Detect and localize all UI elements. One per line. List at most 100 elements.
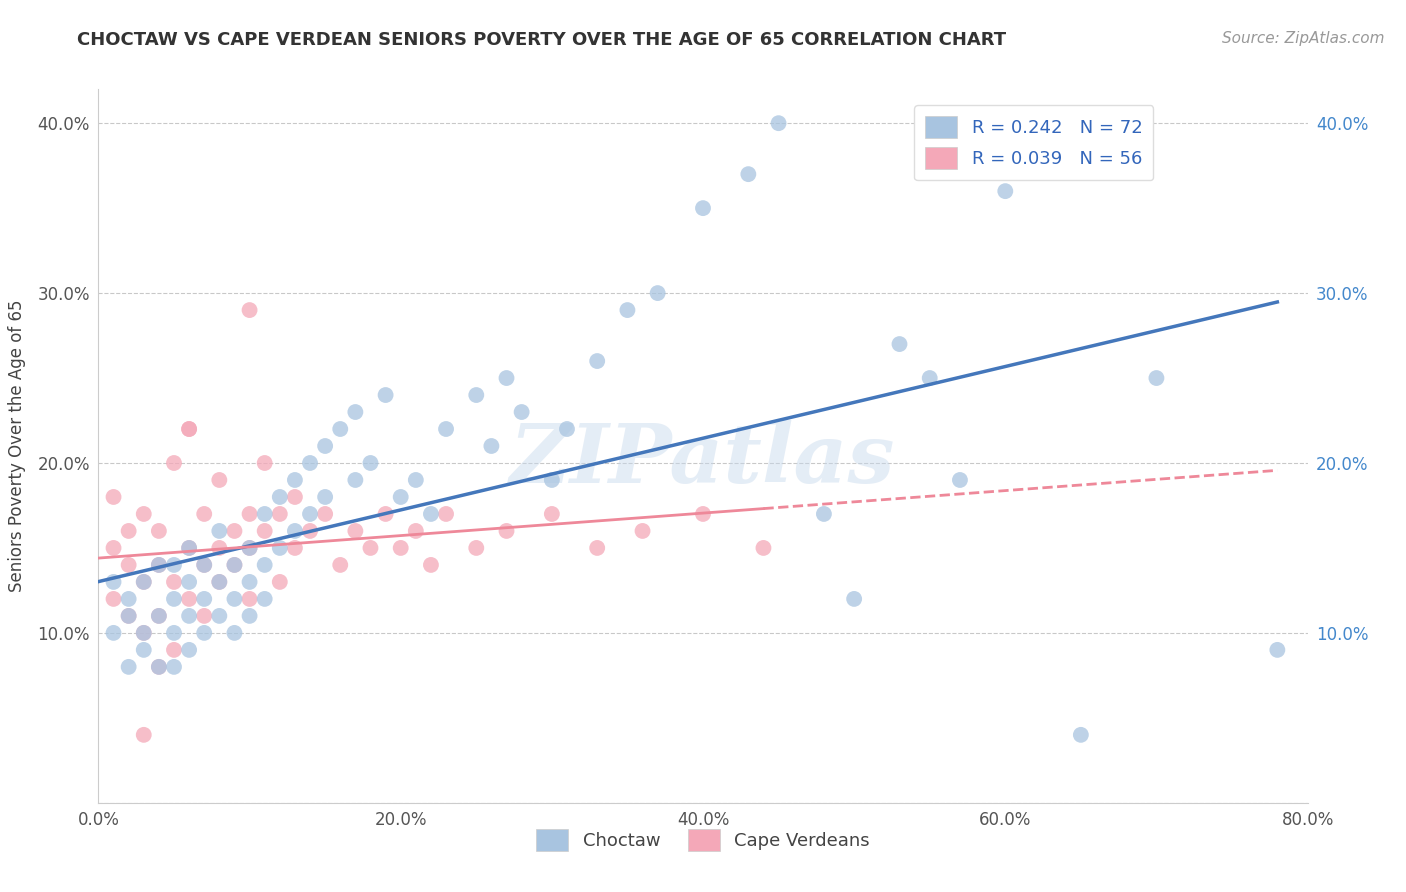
Point: [586, 354, 609, 368]
Point: [193, 608, 215, 623]
Point: [118, 591, 141, 606]
Point: [239, 608, 262, 623]
Point: [224, 558, 246, 572]
Point: [118, 524, 141, 538]
Point: [344, 473, 367, 487]
Point: [103, 626, 125, 640]
Point: [253, 507, 276, 521]
Point: [163, 626, 186, 640]
Y-axis label: Seniors Poverty Over the Age of 65: Seniors Poverty Over the Age of 65: [8, 300, 27, 592]
Point: [239, 574, 262, 589]
Point: [118, 558, 141, 572]
Point: [481, 439, 503, 453]
Point: [647, 286, 669, 301]
Point: [434, 507, 457, 521]
Point: [631, 524, 654, 538]
Point: [208, 608, 231, 623]
Legend: Choctaw, Cape Verdeans: Choctaw, Cape Verdeans: [529, 822, 877, 858]
Point: [692, 201, 714, 215]
Point: [889, 337, 911, 351]
Point: [224, 626, 246, 640]
Point: [224, 591, 246, 606]
Text: Source: ZipAtlas.com: Source: ZipAtlas.com: [1222, 31, 1385, 46]
Point: [555, 422, 578, 436]
Point: [540, 473, 562, 487]
Point: [374, 507, 396, 521]
Point: [103, 490, 125, 504]
Point: [314, 490, 336, 504]
Text: ZIPatlas: ZIPatlas: [510, 420, 896, 500]
Point: [208, 524, 231, 538]
Point: [179, 541, 201, 555]
Point: [844, 591, 866, 606]
Point: [344, 524, 367, 538]
Point: [360, 456, 382, 470]
Point: [405, 473, 427, 487]
Point: [193, 591, 215, 606]
Point: [299, 507, 322, 521]
Point: [540, 507, 562, 521]
Point: [163, 660, 186, 674]
Point: [163, 643, 186, 657]
Point: [148, 558, 170, 572]
Point: [253, 591, 276, 606]
Point: [148, 608, 170, 623]
Point: [918, 371, 941, 385]
Point: [239, 303, 262, 318]
Point: [118, 660, 141, 674]
Point: [329, 422, 352, 436]
Point: [193, 558, 215, 572]
Point: [253, 524, 276, 538]
Point: [269, 574, 291, 589]
Point: [994, 184, 1017, 198]
Point: [813, 507, 835, 521]
Point: [1144, 371, 1167, 385]
Point: [389, 490, 412, 504]
Point: [118, 608, 141, 623]
Point: [148, 558, 170, 572]
Point: [148, 524, 170, 538]
Point: [208, 541, 231, 555]
Point: [179, 608, 201, 623]
Point: [1070, 728, 1092, 742]
Point: [1267, 643, 1289, 657]
Point: [179, 422, 201, 436]
Point: [269, 507, 291, 521]
Point: [389, 541, 412, 555]
Point: [344, 405, 367, 419]
Point: [148, 660, 170, 674]
Point: [118, 608, 141, 623]
Point: [299, 456, 322, 470]
Point: [148, 660, 170, 674]
Point: [103, 541, 125, 555]
Point: [586, 541, 609, 555]
Point: [179, 541, 201, 555]
Point: [284, 524, 307, 538]
Point: [132, 574, 155, 589]
Point: [224, 558, 246, 572]
Point: [208, 473, 231, 487]
Point: [103, 591, 125, 606]
Point: [329, 558, 352, 572]
Point: [132, 507, 155, 521]
Point: [253, 558, 276, 572]
Point: [253, 456, 276, 470]
Point: [239, 507, 262, 521]
Point: [374, 388, 396, 402]
Point: [148, 608, 170, 623]
Point: [465, 388, 488, 402]
Point: [752, 541, 775, 555]
Point: [405, 524, 427, 538]
Point: [269, 490, 291, 504]
Point: [434, 422, 457, 436]
Point: [132, 728, 155, 742]
Point: [299, 524, 322, 538]
Point: [208, 574, 231, 589]
Point: [193, 626, 215, 640]
Point: [692, 507, 714, 521]
Point: [163, 558, 186, 572]
Point: [465, 541, 488, 555]
Point: [616, 303, 638, 318]
Point: [314, 439, 336, 453]
Point: [163, 574, 186, 589]
